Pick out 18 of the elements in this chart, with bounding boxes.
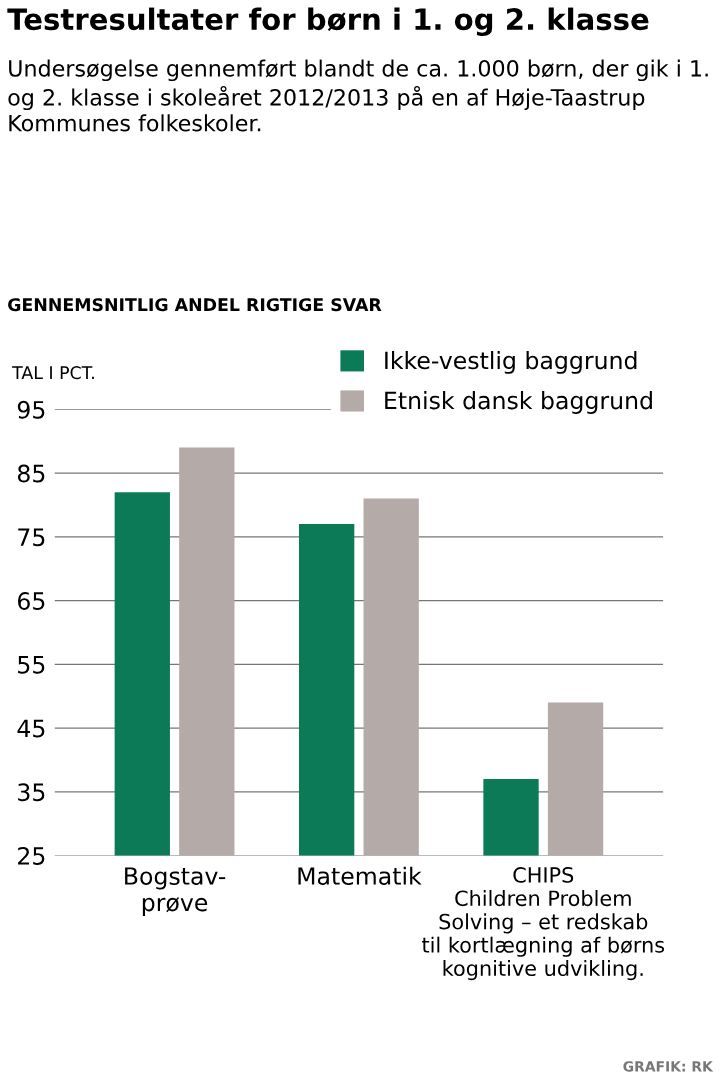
y-tick-label: 75	[18, 528, 45, 547]
y-tick-label: 35	[18, 783, 45, 802]
y-tick-label: 55	[18, 656, 45, 674]
y-axis-title: TAL I PCT.	[12, 366, 94, 380]
text: GRAFIK: RK	[623, 1061, 714, 1072]
x-tick-label: Matematik	[298, 866, 422, 885]
y-tick-label: 95	[17, 400, 45, 419]
chart-subtitle: Undersøgelse gennemført blandt de ca. 1.000 børn, der gik i 1. og 2. klasse i skoleåret 2012/2013 på en af Høje-Taastrup Kommunes folkeskoler.	[8, 59, 708, 132]
chart-title: Testresultater for børn i 1. og 2. klasse	[7, 7, 649, 37]
y-tick-label: 65	[17, 592, 45, 610]
y-tick-label: 25	[18, 847, 45, 865]
y-tick-label: 45	[17, 719, 45, 738]
text: GENNEMSNITLIG ANDEL RIGTIGE SVAR	[8, 298, 382, 312]
legend-label: Etnisk dansk baggrund	[385, 391, 652, 414]
x-tick-label: CHIPS Children Problem Solving – et redskab til kortlægning af børns kognitive udvikling.	[422, 867, 665, 981]
y-tick-label: 85	[17, 464, 45, 483]
legend-label: Ikke-vestlig baggrund	[385, 351, 637, 374]
x-tick-label: Bogstav- prøve	[125, 867, 226, 916]
